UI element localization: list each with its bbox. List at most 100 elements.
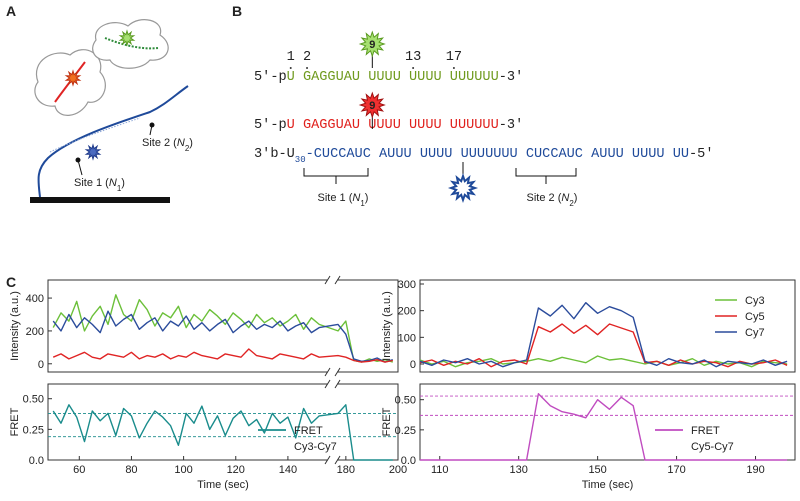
- x-tick-label: 120: [227, 464, 245, 476]
- label-sub: 1: [117, 184, 122, 193]
- label-var: N: [177, 137, 185, 149]
- legend-label: Cy7: [745, 327, 765, 339]
- position-dot: [452, 67, 455, 69]
- y-axis-label: Intensity (a.u.): [381, 291, 393, 361]
- x-tick-label: 60: [73, 464, 85, 476]
- legend-label: Cy5: [745, 311, 765, 323]
- sequence-end: -3′: [499, 70, 523, 85]
- panel-b-brackets: [303, 162, 577, 184]
- position-dot: [306, 67, 309, 69]
- y-tick-label: 0: [410, 359, 416, 371]
- y-axis-label: FRET: [9, 407, 21, 436]
- label-text: ): [365, 192, 369, 204]
- label-text: Site 2 (: [142, 137, 177, 149]
- sequence-body: U GAGGUAU UUUU UUUU UUUUUU: [287, 70, 499, 85]
- axis-break: [334, 455, 341, 465]
- y-tick-label: 0.0: [29, 455, 44, 467]
- sequence-end: 3′b-U: [254, 147, 295, 162]
- x-tick-label: 110: [431, 464, 449, 476]
- label-text: ): [574, 192, 578, 204]
- position-number: 17: [446, 50, 462, 65]
- site-label: Site 1 (N1): [318, 192, 369, 208]
- axis-break-gap: [328, 277, 338, 283]
- x-tick-label: 150: [588, 464, 606, 476]
- label-sub: 2: [569, 199, 574, 208]
- star-label: 9: [369, 100, 375, 112]
- trace-line: [419, 302, 788, 368]
- legend-label: FRET: [294, 425, 323, 437]
- x-tick-label: 140: [279, 464, 297, 476]
- label-text: Site 1 (: [318, 192, 353, 204]
- x-tick-label: 170: [667, 464, 685, 476]
- trace-line: [52, 404, 393, 461]
- sequence-body: -CUCCAUC AUUU UUUU UUUUUUU CUCCAUC AUUU …: [306, 147, 689, 162]
- fluorophore-star: [84, 143, 102, 161]
- position-dot: [412, 67, 415, 69]
- label-text: ): [121, 177, 125, 189]
- fluorophore-star: [358, 30, 386, 58]
- x-tick-label: 180: [337, 464, 355, 476]
- legend-label: Cy3: [745, 295, 765, 307]
- axis-break-gap: [328, 369, 338, 375]
- y-tick-label: 0.50: [23, 394, 44, 406]
- position-number: 13: [405, 50, 421, 65]
- panel-label: A: [6, 3, 16, 19]
- label-var: N: [352, 192, 360, 204]
- y-tick-label: 200: [398, 306, 416, 318]
- label-var: N: [561, 192, 569, 204]
- label-sub: 1: [360, 199, 365, 208]
- sequence: 5′-pU GAGGUAU UUUU UUUU UUUUUU-3′: [254, 118, 523, 133]
- site-label: Site 2 (N2): [142, 137, 193, 153]
- axis-break-gap: [328, 457, 338, 463]
- label-text: Site 1 (: [74, 177, 109, 189]
- axis-break: [334, 275, 341, 285]
- sequence-subscript: 30: [295, 155, 306, 165]
- fluorophore-star: [118, 29, 136, 47]
- x-tick-label: 190: [746, 464, 764, 476]
- plot-frame: [419, 383, 796, 461]
- site-label: Site 2 (N2): [527, 192, 578, 208]
- trace-line: [52, 310, 394, 363]
- panel-a-cartoon: Site 2 (N2) Site 1 (N1): [30, 19, 193, 203]
- axis-break-gap: [328, 381, 338, 387]
- plot-frame: [47, 279, 399, 373]
- x-tick-label: 80: [125, 464, 137, 476]
- y-tick-label: 400: [26, 293, 44, 305]
- y-tick-label: 0.0: [401, 455, 416, 467]
- x-tick-label: 200: [389, 464, 407, 476]
- legend-label: FRET: [691, 425, 720, 437]
- star-label: 9: [369, 39, 375, 51]
- x-axis-label: Time (sec): [197, 479, 249, 491]
- x-tick-label: 130: [510, 464, 528, 476]
- y-tick-label: 0.25: [395, 425, 416, 437]
- fluorophore-star: [447, 172, 479, 204]
- y-tick-label: 0.50: [395, 395, 416, 407]
- position-number: 1: [287, 50, 295, 65]
- axis-break: [324, 275, 331, 285]
- sequence-end: 5′-p: [254, 118, 287, 133]
- position-number: 2: [303, 50, 311, 65]
- trace-line: [52, 294, 394, 363]
- panel-label: B: [232, 3, 242, 19]
- fluorophore-star: [358, 91, 386, 119]
- sequence-end: -3′: [499, 118, 523, 133]
- axis-break: [324, 379, 331, 389]
- y-tick-label: 200: [26, 326, 44, 338]
- label-text: Site 2 (: [527, 192, 562, 204]
- sequence: 3′b-U30-CUCCAUC AUUU UUUU UUUUUUU CUCCAU…: [254, 147, 714, 165]
- legend-sublabel: Cy5-Cy7: [691, 441, 734, 453]
- y-tick-label: 100: [398, 332, 416, 344]
- y-axis-label: Intensity (a.u.): [9, 291, 21, 361]
- legend-sublabel: Cy3-Cy7: [294, 441, 337, 453]
- label-text: ): [189, 137, 193, 149]
- site-label: Site 1 (N1): [74, 177, 125, 193]
- axis-break: [334, 367, 341, 377]
- label-sub: 2: [185, 144, 190, 153]
- sequence-body: U GAGGUAU UUUU UUUU UUUUUU: [287, 118, 499, 133]
- trace-line: [420, 393, 788, 461]
- sequence-end: -5′: [689, 147, 713, 162]
- trace-line: [52, 348, 393, 363]
- plot-frame: [47, 383, 399, 461]
- axis-break: [334, 379, 341, 389]
